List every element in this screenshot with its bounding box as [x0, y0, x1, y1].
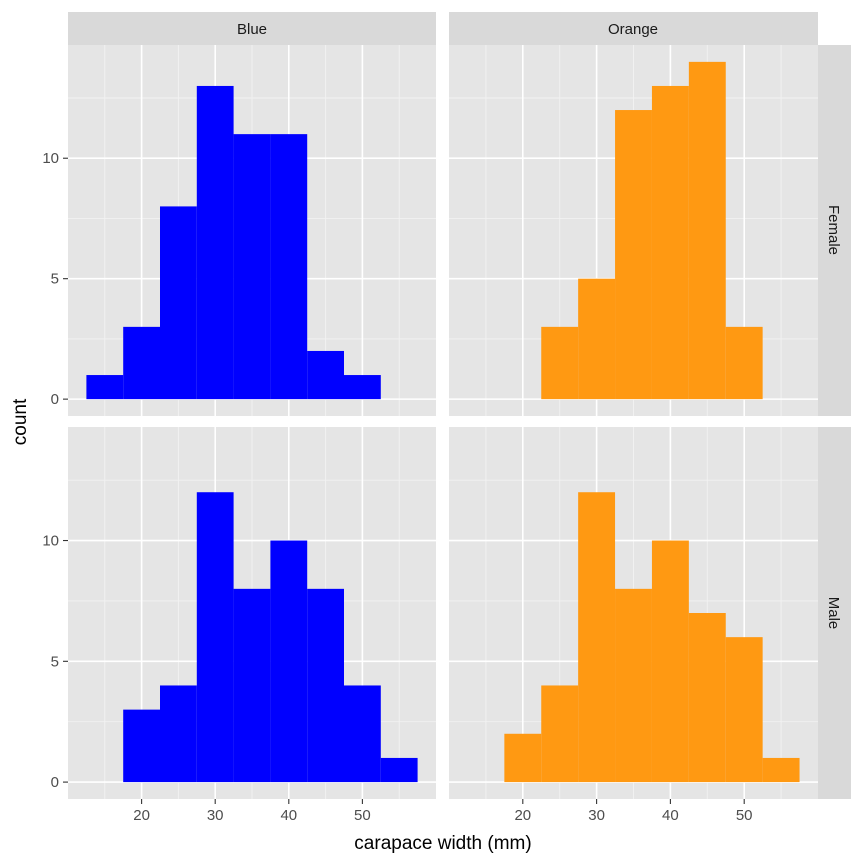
x-tick-label: 50: [736, 807, 753, 824]
histogram-bar-orange-female: [578, 278, 616, 400]
row-strip-female: [818, 45, 851, 416]
histogram-bar-orange-male: [504, 733, 542, 783]
y-tick-label: 10: [42, 150, 59, 167]
y-tick-label: 0: [51, 774, 59, 791]
histogram-bar-orange-male: [725, 637, 763, 783]
y-axis-title: count: [10, 398, 31, 445]
histogram-bar-blue-female: [196, 85, 234, 400]
histogram-bar-orange-male: [762, 757, 800, 783]
x-tick-label: 40: [662, 807, 679, 824]
histogram-bar-blue-male: [344, 685, 381, 783]
histogram-bar-blue-male: [160, 685, 197, 783]
histogram-bar-blue-male: [307, 588, 344, 783]
column-strip-label-blue: Blue: [237, 21, 267, 38]
y-tick-label: 5: [51, 271, 59, 288]
column-strip-orange: [449, 12, 818, 45]
axis-ticks: 0 5 10 0 5 10 20 30 40 50 20 30 40 50: [42, 150, 752, 824]
histogram-bar-blue-female: [123, 326, 160, 400]
histogram-bar-blue-female: [160, 206, 197, 400]
histogram-bars: [86, 61, 800, 783]
y-tick-label: 0: [51, 391, 59, 408]
y-tick-label: 5: [51, 653, 59, 670]
x-tick-label: 30: [588, 807, 605, 824]
x-tick-label: 50: [354, 807, 371, 824]
histogram-bar-orange-male: [615, 588, 652, 783]
x-tick-label: 30: [207, 807, 224, 824]
row-strip-label-male: Male: [825, 597, 842, 630]
column-strip-label-orange: Orange: [608, 21, 658, 38]
x-tick-label: 20: [514, 807, 531, 824]
histogram-bar-blue-male: [270, 540, 308, 783]
histogram-bar-orange-male: [651, 540, 689, 783]
x-axis-title: carapace width (mm): [354, 833, 531, 854]
histogram-bar-blue-male: [380, 757, 418, 783]
x-tick-label: 20: [133, 807, 150, 824]
histogram-bar-blue-male: [196, 492, 234, 783]
histogram-bar-blue-female: [233, 134, 271, 400]
histogram-bar-orange-female: [688, 61, 726, 400]
histogram-bar-orange-female: [615, 110, 652, 400]
column-strip-blue: [68, 12, 436, 45]
histogram-bar-orange-female: [725, 326, 763, 400]
histogram-bar-orange-female: [651, 85, 689, 400]
x-tick-label: 40: [280, 807, 297, 824]
histogram-bar-orange-female: [541, 326, 579, 400]
histogram-bar-orange-male: [578, 492, 616, 783]
row-strip-label-female: Female: [825, 205, 842, 255]
histogram-bar-blue-female: [270, 134, 308, 400]
row-strip-male: [818, 427, 851, 799]
histogram-bar-orange-male: [541, 685, 579, 783]
histogram-bar-blue-male: [233, 588, 271, 783]
histogram-bar-blue-female: [307, 350, 344, 400]
histogram-bar-blue-female: [344, 375, 381, 400]
histogram-bar-blue-female: [86, 375, 124, 400]
histogram-bar-blue-male: [123, 709, 160, 783]
y-tick-label: 10: [42, 533, 59, 550]
histogram-bar-orange-male: [688, 613, 726, 783]
